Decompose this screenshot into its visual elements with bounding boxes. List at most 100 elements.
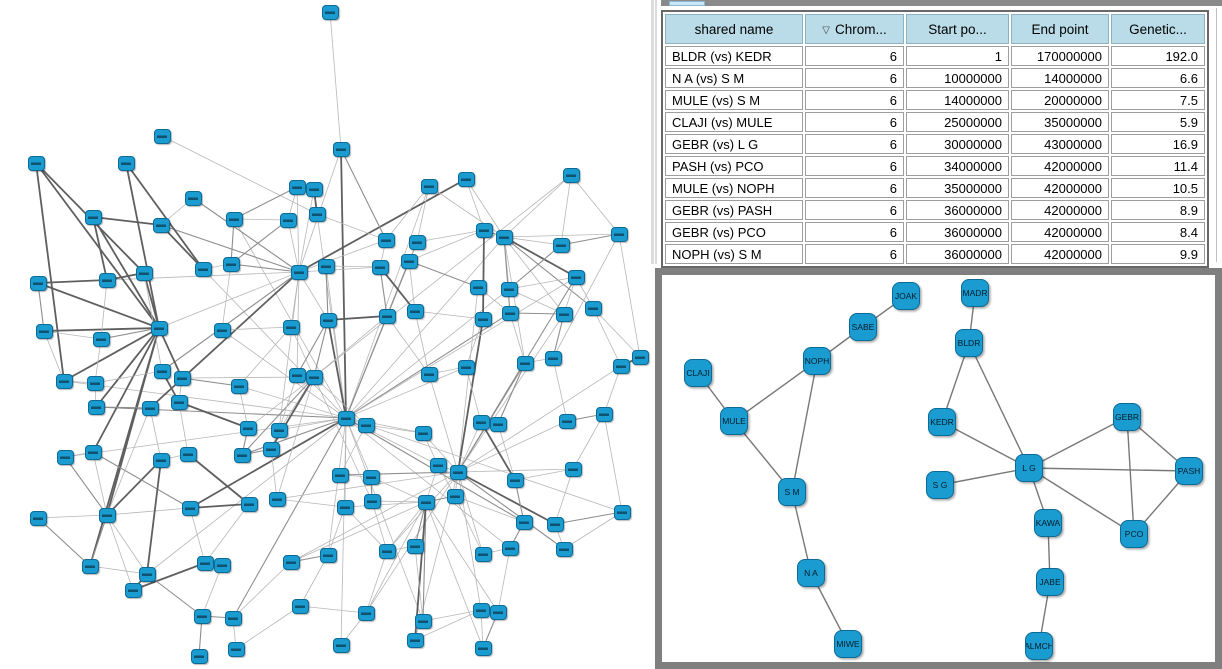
network-node[interactable]: [280, 213, 297, 228]
cell-genetic[interactable]: 7.5: [1111, 90, 1205, 110]
cell-genetic[interactable]: 11.4: [1111, 156, 1205, 176]
cell-end-point[interactable]: 42000000: [1011, 222, 1109, 242]
network-node[interactable]: [476, 223, 493, 238]
cell-shared-name[interactable]: GEBR (vs) PASH: [665, 200, 803, 220]
table-row[interactable]: MULE (vs) NOPH 6 35000000 42000000 10.5: [665, 178, 1205, 198]
network-node[interactable]: [585, 301, 602, 316]
network-node[interactable]: [214, 558, 231, 573]
network-node[interactable]: [475, 547, 492, 562]
network-node[interactable]: [502, 541, 519, 556]
cell-chromosome[interactable]: 6: [805, 90, 904, 110]
network-node[interactable]: [57, 450, 74, 465]
network-node[interactable]: [338, 411, 355, 426]
network-node[interactable]: [231, 379, 248, 394]
network-node[interactable]: [358, 418, 375, 433]
cell-genetic[interactable]: 6.6: [1111, 68, 1205, 88]
network-node[interactable]: [223, 257, 240, 272]
network-node[interactable]: [379, 309, 396, 324]
network-node[interactable]: [289, 368, 306, 383]
network-node[interactable]: [154, 129, 171, 144]
network-node[interactable]: [320, 548, 337, 563]
network-node[interactable]: [182, 501, 199, 516]
network-node[interactable]: [194, 609, 211, 624]
node-l-g[interactable]: L G: [1015, 454, 1043, 482]
node-claji[interactable]: CLAJI: [684, 359, 712, 387]
network-node[interactable]: [333, 142, 350, 157]
network-node[interactable]: [306, 370, 323, 385]
cell-shared-name[interactable]: N A (vs) S M: [665, 68, 803, 88]
network-node[interactable]: [226, 212, 243, 227]
cell-genetic[interactable]: 5.9: [1111, 112, 1205, 132]
network-node[interactable]: [407, 539, 424, 554]
cell-start-point[interactable]: 10000000: [906, 68, 1009, 88]
node-n-a[interactable]: N A: [797, 559, 825, 587]
network-node[interactable]: [401, 254, 418, 269]
network-node[interactable]: [473, 603, 490, 618]
network-node[interactable]: [490, 417, 507, 432]
network-node[interactable]: [136, 266, 153, 281]
network-node[interactable]: [507, 473, 524, 488]
network-node[interactable]: [430, 458, 447, 473]
network-node[interactable]: [332, 468, 349, 483]
network-node[interactable]: [363, 470, 380, 485]
network-node[interactable]: [306, 182, 323, 197]
cell-start-point[interactable]: 1: [906, 46, 1009, 66]
network-node[interactable]: [613, 359, 630, 374]
cell-start-point[interactable]: 36000000: [906, 244, 1009, 264]
cell-start-point[interactable]: 14000000: [906, 90, 1009, 110]
network-node[interactable]: [171, 395, 188, 410]
cell-end-point[interactable]: 170000000: [1011, 46, 1109, 66]
network-node[interactable]: [407, 633, 424, 648]
cell-start-point[interactable]: 30000000: [906, 134, 1009, 154]
cell-shared-name[interactable]: GEBR (vs) L G: [665, 134, 803, 154]
table-row[interactable]: CLAJI (vs) MULE 6 25000000 35000000 5.9: [665, 112, 1205, 132]
cell-end-point[interactable]: 42000000: [1011, 156, 1109, 176]
cell-chromosome[interactable]: 6: [805, 244, 904, 264]
network-node[interactable]: [320, 313, 337, 328]
cell-chromosome[interactable]: 6: [805, 222, 904, 242]
network-node[interactable]: [501, 282, 518, 297]
node-almch[interactable]: ALMCH: [1025, 632, 1053, 660]
cell-genetic[interactable]: 9.9: [1111, 244, 1205, 264]
network-node[interactable]: [263, 442, 280, 457]
network-node[interactable]: [85, 210, 102, 225]
network-node[interactable]: [415, 614, 432, 629]
table-row[interactable]: MULE (vs) S M 6 14000000 20000000 7.5: [665, 90, 1205, 110]
network-node[interactable]: [291, 265, 308, 280]
network-node[interactable]: [409, 235, 426, 250]
network-node[interactable]: [545, 351, 562, 366]
column-header-genetic[interactable]: Genetic...: [1111, 14, 1205, 44]
network-node[interactable]: [283, 320, 300, 335]
panel-splitter[interactable]: [651, 0, 654, 264]
network-node[interactable]: [470, 280, 487, 295]
cell-chromosome[interactable]: 6: [805, 156, 904, 176]
network-node[interactable]: [559, 414, 576, 429]
table-row[interactable]: NOPH (vs) S M 6 36000000 42000000 9.9: [665, 244, 1205, 264]
network-node[interactable]: [292, 599, 309, 614]
cell-start-point[interactable]: 25000000: [906, 112, 1009, 132]
network-node[interactable]: [82, 559, 99, 574]
cell-end-point[interactable]: 35000000: [1011, 112, 1109, 132]
network-node[interactable]: [88, 400, 105, 415]
network-node[interactable]: [93, 332, 110, 347]
network-node[interactable]: [225, 611, 242, 626]
cell-end-point[interactable]: 20000000: [1011, 90, 1109, 110]
network-node[interactable]: [473, 415, 490, 430]
network-node[interactable]: [118, 156, 135, 171]
cell-chromosome[interactable]: 6: [805, 112, 904, 132]
cell-chromosome[interactable]: 6: [805, 68, 904, 88]
detail-network-panel[interactable]: JOAK SABE NOPH CLAJI MULE S M N A MIWE MADR BLDR K…: [655, 268, 1222, 669]
network-node[interactable]: [364, 494, 381, 509]
network-node[interactable]: [458, 172, 475, 187]
network-node[interactable]: [568, 270, 585, 285]
cell-start-point[interactable]: 36000000: [906, 222, 1009, 242]
table-row[interactable]: BLDR (vs) KEDR 6 1 170000000 192.0: [665, 46, 1205, 66]
network-node[interactable]: [241, 497, 258, 512]
overview-network-panel[interactable]: [0, 0, 650, 669]
node-s-m[interactable]: S M: [778, 478, 806, 506]
column-header-shared-name[interactable]: shared name: [665, 14, 803, 44]
network-node[interactable]: [269, 492, 286, 507]
node-jabe[interactable]: JABE: [1036, 568, 1064, 596]
cell-chromosome[interactable]: 6: [805, 134, 904, 154]
network-node[interactable]: [234, 448, 251, 463]
